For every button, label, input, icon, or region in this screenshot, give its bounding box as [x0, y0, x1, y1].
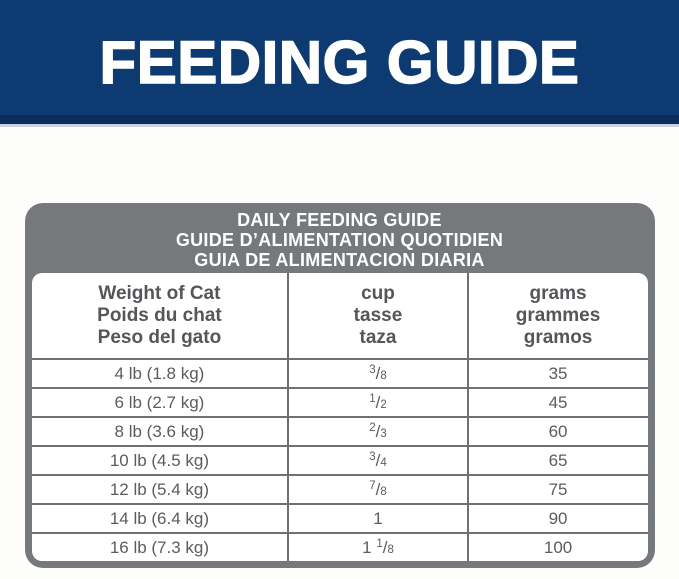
col-weight-es: Peso del gato — [97, 326, 222, 348]
col-cup-en: cup — [361, 282, 395, 304]
col-header-weight: Weight of Cat Poids du chat Peso del gat… — [32, 273, 289, 359]
weight-cell: 10 lb (4.5 kg) — [31, 445, 289, 475]
cup-fraction-denominator: 8 — [380, 485, 387, 498]
weight-cell: 14 lb (6.4 kg) — [31, 503, 289, 533]
feeding-table-container: DAILY FEEDING GUIDE GUIDE D’ALIMENTATION… — [24, 203, 655, 568]
cup-cell: 2/3 — [287, 416, 468, 446]
grams-cell: 35 — [466, 358, 648, 388]
weight-cell: 4 lb (1.8 kg) — [31, 358, 289, 388]
grams-cell: 60 — [466, 416, 648, 446]
col-grams-es: gramos — [523, 326, 593, 348]
table-title-band: DAILY FEEDING GUIDE GUIDE D’ALIMENTATION… — [32, 203, 648, 273]
table-title-es: GUIA DE ALIMENTACION DIARIA — [194, 250, 485, 270]
weight-cell: 6 lb (2.7 kg) — [31, 387, 289, 417]
cup-cell: 3/8 — [287, 358, 468, 388]
cup-fraction-slash: / — [375, 421, 381, 441]
table-body-panel: Weight of Cat Poids du chat Peso del gat… — [31, 273, 648, 561]
weight-cell: 16 lb (7.3 kg) — [31, 532, 289, 561]
cup-fraction-slash: / — [375, 363, 381, 383]
feeding-table: DAILY FEEDING GUIDE GUIDE D’ALIMENTATION… — [24, 203, 655, 568]
cup-fraction-numerator: 1 — [376, 537, 383, 550]
table-row: 8 lb (3.6 kg) 2/3 60 — [31, 416, 648, 446]
cup-fraction-numerator: 3 — [369, 363, 376, 376]
feeding-guide-banner: FEEDING GUIDE — [0, 0, 679, 127]
grams-cell: 65 — [466, 445, 648, 475]
col-grams-fr: grammes — [515, 304, 601, 326]
feeding-data-table: Weight of Cat Poids du chat Peso del gat… — [31, 273, 648, 561]
table-row: 16 lb (7.3 kg) 1 1/8 100 — [31, 532, 648, 561]
grams-cell: 45 — [466, 387, 648, 417]
grams-cell: 100 — [466, 532, 648, 561]
grams-cell: 90 — [466, 503, 648, 533]
cup-fraction-denominator: 8 — [387, 543, 394, 556]
weight-cell: 8 lb (3.6 kg) — [31, 416, 289, 446]
col-weight-fr: Poids du chat — [97, 304, 222, 326]
cup-cell: 3/4 — [287, 445, 468, 475]
cup-whole: 1 — [373, 508, 383, 528]
cup-fraction-slash: / — [375, 450, 381, 470]
col-header-grams: grams grammes gramos — [466, 273, 648, 359]
table-row: 6 lb (2.7 kg) 1/2 45 — [31, 387, 648, 417]
header-row: Weight of Cat Poids du chat Peso del gat… — [32, 273, 648, 359]
table-title-en: DAILY FEEDING GUIDE — [237, 210, 442, 230]
cup-cell: 1/2 — [287, 387, 468, 417]
cup-fraction-numerator: 7 — [369, 479, 376, 492]
table-row: 12 lb (5.4 kg) 7/8 75 — [31, 474, 648, 504]
col-weight-en: Weight of Cat — [98, 282, 221, 304]
cup-fraction-denominator: 3 — [380, 427, 387, 440]
cup-fraction-slash: / — [382, 537, 388, 557]
grams-cell: 75 — [466, 474, 648, 504]
cup-fraction-denominator: 8 — [380, 369, 387, 382]
page-title: FEEDING GUIDE — [99, 28, 580, 97]
table-row: 14 lb (6.4 kg) 1 90 — [31, 503, 648, 533]
cup-cell: 1 1/8 — [287, 532, 468, 561]
cup-cell: 7/8 — [287, 474, 468, 504]
cup-fraction-numerator: 3 — [369, 450, 376, 463]
cup-fraction-numerator: 1 — [369, 392, 376, 405]
cup-fraction-denominator: 2 — [380, 398, 387, 411]
cup-cell: 1 — [287, 503, 468, 533]
col-grams-en: grams — [529, 282, 587, 304]
weight-cell: 12 lb (5.4 kg) — [31, 474, 289, 504]
cup-whole: 1 — [362, 537, 372, 557]
col-header-cup: cup tasse taza — [287, 273, 468, 359]
table-row: 4 lb (1.8 kg) 3/8 35 — [31, 358, 648, 388]
cup-fraction-denominator: 4 — [380, 456, 387, 469]
cup-fraction-slash: / — [375, 392, 381, 412]
cup-fraction-numerator: 2 — [369, 421, 376, 434]
table-row: 10 lb (4.5 kg) 3/4 65 — [31, 445, 648, 475]
cup-fraction-slash: / — [375, 479, 381, 499]
col-cup-fr: tasse — [353, 304, 403, 326]
table-title-fr: GUIDE D’ALIMENTATION QUOTIDIEN — [175, 230, 504, 250]
col-cup-es: taza — [359, 326, 397, 348]
